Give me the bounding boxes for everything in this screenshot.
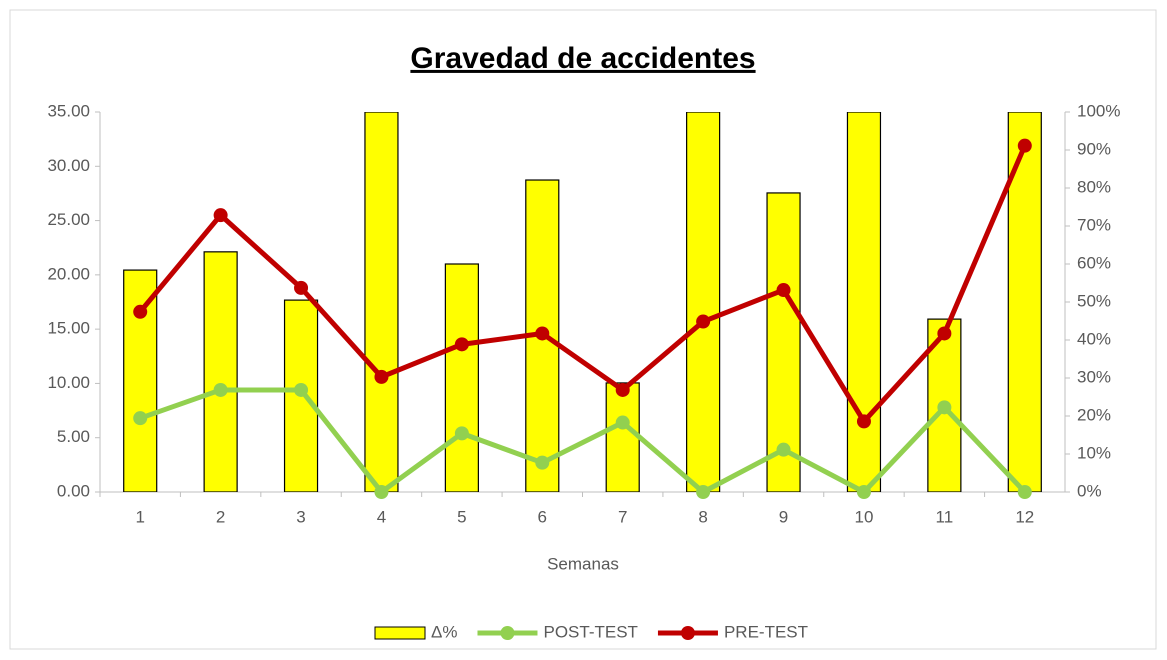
marker [1017,138,1032,153]
y2-tick-label: 30% [1077,367,1111,386]
legend-swatch [374,626,426,640]
plot-area [123,112,1042,492]
marker [213,382,228,397]
marker [696,485,711,499]
legend-label: POST-TEST [543,622,637,641]
x-tick-label: 4 [377,507,386,526]
marker [133,411,148,426]
x-tick-label: 9 [779,507,788,526]
marker [776,442,791,457]
marker [213,208,228,223]
legend-label: PRE-TEST [724,622,808,641]
marker [374,369,389,384]
y-tick-label: 15.00 [47,319,90,338]
x-tick-label: 1 [135,507,144,526]
legend-marker [680,626,695,640]
y2-tick-label: 70% [1077,215,1111,234]
line [138,144,1028,424]
bar [846,112,882,492]
marker [615,415,630,430]
x-tick-label: 5 [457,507,466,526]
marker [937,326,952,341]
chart-title: Gravedad de accidentes [410,42,755,75]
bar [766,192,801,492]
y-tick-label: 0.00 [57,481,90,500]
bar [364,112,399,492]
bar [123,269,158,492]
chart-frame [9,9,1157,650]
marker [696,314,711,329]
y2-tick-label: 50% [1077,291,1111,310]
marker [856,485,871,499]
y2-tick-label: 0% [1077,481,1102,500]
marker [374,485,389,499]
y2-tick-label: 60% [1077,253,1111,272]
marker [454,426,469,441]
x-tick-label: 7 [618,507,627,526]
x-tick-label: 8 [698,507,707,526]
bar [686,112,721,492]
y-tick-label: 10.00 [47,373,90,392]
bar [444,263,479,492]
line [139,387,1027,495]
bar [203,251,238,492]
y-tick-label: 30.00 [47,156,90,175]
marker [535,455,550,470]
marker [133,304,148,319]
marker [535,326,550,341]
marker [454,337,469,352]
y2-tick-label: 10% [1077,443,1111,462]
x-tick-label: 10 [854,507,873,526]
x-tick-label: 2 [216,507,225,526]
legend-marker [500,626,515,640]
marker [294,382,309,397]
y2-tick-label: 20% [1077,405,1111,424]
y-tick-label: 35.00 [47,101,90,120]
marker [1017,485,1032,499]
bar [605,382,640,492]
x-tick-label: 12 [1015,507,1034,526]
y2-tick-label: 100% [1077,101,1120,120]
marker [294,280,309,295]
marker [615,382,630,397]
x-tick-label: 3 [296,507,305,526]
y2-tick-label: 80% [1077,177,1111,196]
marker [937,400,952,415]
y2-tick-label: 90% [1077,139,1111,158]
x-tick-label: 6 [538,507,547,526]
x-tick-label: 11 [936,507,954,526]
y-tick-label: 25.00 [47,210,90,229]
y2-tick-label: 40% [1077,329,1111,348]
y-tick-label: 20.00 [47,264,90,283]
marker [776,283,791,298]
legend-label: Δ% [431,622,457,641]
x-axis-label: Semanas [547,554,619,573]
y-tick-label: 5.00 [57,427,90,446]
marker [856,414,871,429]
